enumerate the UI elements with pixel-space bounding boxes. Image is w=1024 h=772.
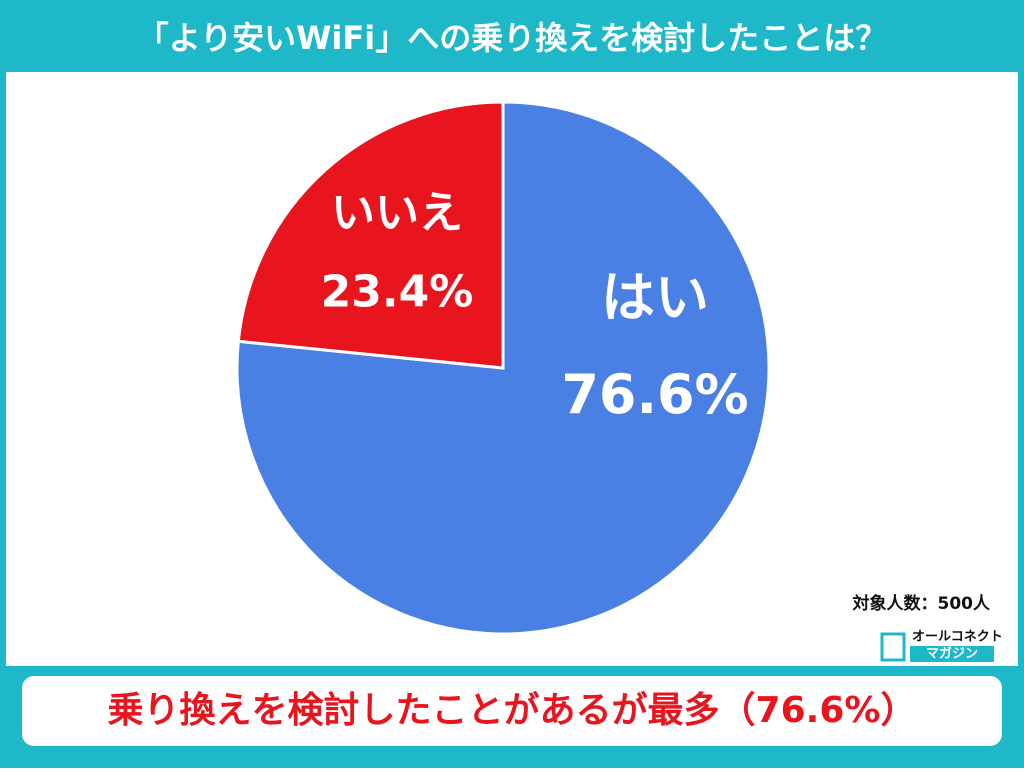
chart-title: 「より安いWiFi」への乗り換えを検討したことは？ [137, 19, 887, 57]
slice-category: はい [601, 266, 709, 329]
conclusion-box [22, 676, 1002, 746]
logo: オールコネクト マガジン [880, 630, 1003, 662]
slice-value-label: 76.6% [561, 363, 748, 426]
logo-badge [910, 646, 994, 662]
conclusion: 乗り換えを検討したことがあるが最多（76.6%） [108, 690, 917, 731]
sample-note: 対象人数：500人 [852, 593, 991, 614]
logo-text: オールコネクト [912, 630, 1003, 645]
logo-icon [880, 632, 906, 662]
logo-subtext: マガジン [926, 647, 978, 662]
pie: はい 76.6% いいえ 23.4% [235, 100, 771, 636]
slice-category: いいえ [331, 187, 463, 238]
slice-value-label: 23.4% [321, 267, 474, 318]
pie-slice [236, 100, 505, 370]
